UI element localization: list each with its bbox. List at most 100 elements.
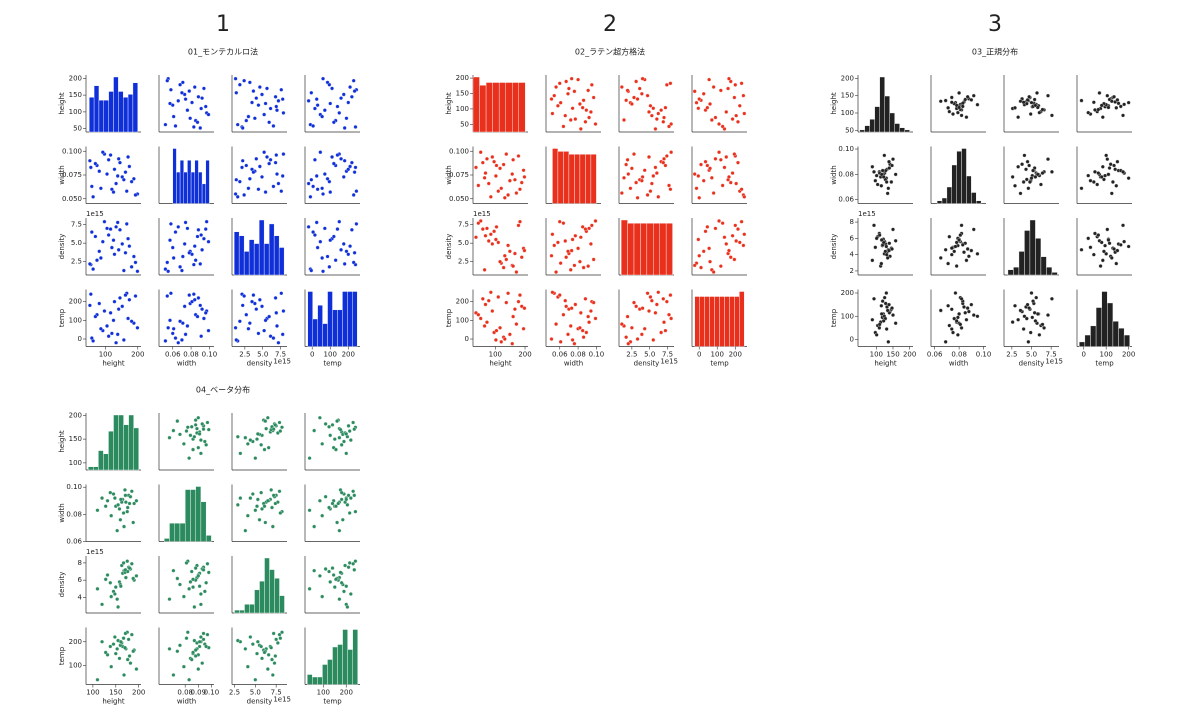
scatter-point xyxy=(493,338,498,342)
scatter-point xyxy=(121,268,126,273)
scatter-point xyxy=(1108,162,1113,167)
scatter-point xyxy=(949,307,954,312)
scatter-point xyxy=(351,260,356,265)
scatter-point xyxy=(205,632,210,637)
scatter-point xyxy=(1099,174,1104,179)
scatter-point xyxy=(949,95,954,100)
scatter-point xyxy=(632,300,636,305)
scatter-point xyxy=(321,76,325,81)
scatter-point xyxy=(205,420,210,425)
scatter-point xyxy=(732,257,737,262)
x-tick-label: 0.08 xyxy=(183,351,199,359)
histogram-bar xyxy=(665,223,673,276)
scatter-point xyxy=(474,165,478,170)
scatter-point xyxy=(955,315,960,320)
scatter-point xyxy=(707,77,712,82)
scatter-point xyxy=(550,290,555,295)
scatter-point xyxy=(965,94,970,99)
scatter-point xyxy=(570,338,575,342)
scatter-point xyxy=(204,580,209,585)
scatter-point xyxy=(564,304,569,309)
scatter-point xyxy=(486,298,491,303)
scatter-point xyxy=(949,252,954,257)
scatter-point xyxy=(338,427,343,432)
scatter-point xyxy=(1010,320,1015,325)
chart-title: 02_ラテン超方格法 xyxy=(575,47,645,57)
scatter-point xyxy=(717,150,721,155)
scatter-point xyxy=(97,249,102,254)
scatter-point xyxy=(265,498,270,503)
scatter-point xyxy=(1035,172,1040,177)
scatter-point xyxy=(317,415,322,420)
scatter-point xyxy=(184,429,189,433)
scatter-point xyxy=(206,570,211,575)
scatter-point xyxy=(95,677,100,682)
scatter-point xyxy=(498,259,503,264)
scatter-point xyxy=(1099,103,1104,108)
scatter-point xyxy=(1107,166,1112,170)
histogram-bar xyxy=(874,106,880,133)
scatter-point xyxy=(180,321,185,326)
scatter-point xyxy=(306,181,311,186)
scatter-point xyxy=(271,493,276,498)
scatter-point xyxy=(244,118,249,123)
y-offset-text: 1e15 xyxy=(86,548,104,556)
scatter-point xyxy=(346,565,351,570)
scatter-point xyxy=(128,494,133,499)
scatter-point xyxy=(240,158,245,163)
y-axis-label: height xyxy=(445,92,453,115)
scatter-point xyxy=(1025,302,1030,307)
scatter-point xyxy=(1027,163,1032,168)
scatter-point xyxy=(321,192,325,196)
scatter-point xyxy=(244,163,249,168)
histogram-bar xyxy=(976,200,982,204)
scatter-point xyxy=(341,174,346,179)
histogram-bar xyxy=(347,649,353,685)
scatter-point xyxy=(131,649,136,654)
scatter-point xyxy=(262,504,267,509)
y-tick-label: 4 xyxy=(78,593,83,601)
histogram-bar xyxy=(205,160,210,204)
scatter-point xyxy=(98,256,103,260)
scatter-point xyxy=(699,265,703,270)
scatter-point xyxy=(1018,191,1023,196)
scatter-point xyxy=(109,594,114,599)
histogram-bar xyxy=(274,578,280,614)
y-axis-label: width xyxy=(58,165,66,184)
scatter-point xyxy=(201,236,206,241)
scatter-point xyxy=(1100,164,1105,169)
scatter-point xyxy=(234,90,239,95)
scatter-point xyxy=(953,291,958,295)
scatter-point xyxy=(692,172,697,176)
scatter-point xyxy=(352,567,357,572)
scatter-point xyxy=(564,255,569,260)
scatter-point xyxy=(711,191,716,195)
scatter-point xyxy=(728,255,733,260)
scatter-point xyxy=(351,192,356,197)
scatter-point xyxy=(327,424,332,429)
histogram-bar xyxy=(1095,307,1102,347)
scatter-point xyxy=(344,249,349,254)
scatter-point xyxy=(97,301,102,306)
scatter-point xyxy=(496,189,501,194)
scatter-point xyxy=(206,328,211,333)
scatter-point xyxy=(320,186,325,191)
histogram-bar xyxy=(518,82,526,133)
histogram-bar xyxy=(704,296,710,347)
scatter-point xyxy=(352,170,357,175)
scatter-point xyxy=(330,154,334,159)
scatter-point xyxy=(108,644,113,649)
scatter-point xyxy=(573,302,578,307)
scatter-point xyxy=(198,261,203,266)
scatter-point xyxy=(518,187,522,192)
scatter-point xyxy=(694,100,699,105)
x-axis-label: density xyxy=(1019,360,1045,368)
scatter-point xyxy=(191,650,195,655)
histogram-bar xyxy=(113,414,119,471)
y-tick-label: 100 xyxy=(841,109,854,117)
scatter-point xyxy=(570,106,575,111)
scatter-point xyxy=(891,157,895,162)
scatter-point xyxy=(1114,183,1119,188)
scatter-point xyxy=(247,176,252,181)
scatter-point xyxy=(202,439,207,444)
